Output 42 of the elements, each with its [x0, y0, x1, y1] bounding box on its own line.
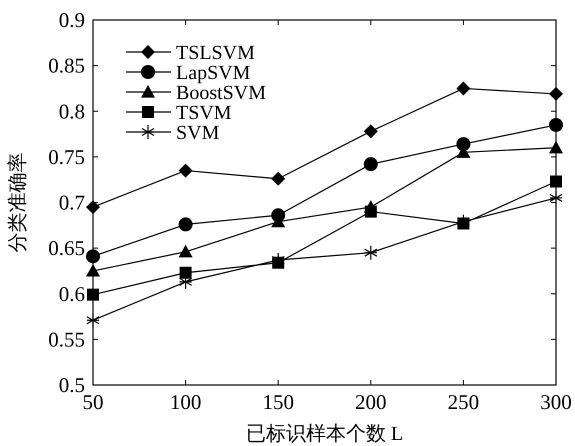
x-axis-title: 已标识样本个数 L [246, 423, 404, 445]
legend-label: TSVM [176, 102, 232, 124]
point [86, 200, 100, 214]
y-tick-label: 0.7 [58, 190, 85, 214]
y-tick-label: 0.85 [48, 54, 85, 78]
y-tick-label: 0.75 [48, 144, 85, 169]
point [456, 81, 470, 96]
point [364, 157, 378, 172]
point [549, 140, 563, 154]
y-tick-label: 0.55 [48, 327, 85, 352]
y-tick-label: 0.8 [58, 99, 85, 124]
legend-label: SVM [176, 122, 220, 144]
point [271, 172, 286, 186]
x-tick-label: 50 [82, 390, 104, 414]
x-tick-label: 250 [448, 390, 480, 414]
y-tick-label: 0.65 [48, 236, 85, 260]
x-tick-label: 200 [355, 390, 387, 414]
y-axis-title: 分类准确率 [7, 152, 29, 252]
point [364, 206, 377, 218]
point [86, 312, 100, 328]
point [180, 266, 192, 279]
point [364, 124, 378, 138]
x-tick-label: 300 [540, 390, 572, 414]
point [86, 249, 100, 264]
legend-label: TSLSVM [176, 42, 256, 64]
point [550, 176, 562, 188]
point [87, 288, 99, 301]
y-tick-label: 0.5 [58, 373, 85, 397]
y-tick-label: 0.9 [58, 8, 85, 32]
legend-label: BoostSVM [176, 82, 266, 104]
legend-label: LapSVM [176, 62, 251, 84]
point [549, 86, 563, 101]
point [364, 245, 378, 260]
x-tick-label: 100 [170, 390, 202, 414]
point [178, 164, 193, 178]
x-tick-label: 150 [262, 390, 294, 414]
point [178, 217, 193, 232]
point [86, 264, 100, 277]
y-tick-label: 0.6 [58, 282, 85, 306]
point [178, 244, 193, 258]
point [549, 118, 563, 132]
point [549, 190, 563, 206]
